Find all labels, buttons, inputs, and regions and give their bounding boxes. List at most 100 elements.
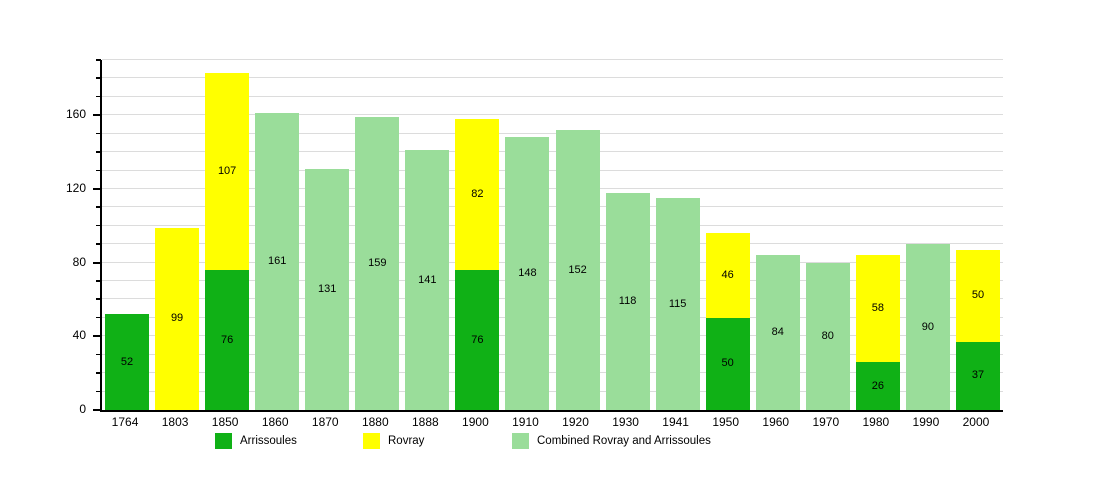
bar-value-label: 115 bbox=[668, 297, 687, 310]
bar: 37 50 bbox=[955, 249, 1000, 410]
bar-value-label: 152 bbox=[568, 263, 587, 276]
bar-value-label: 90 bbox=[921, 320, 935, 333]
bar-value-label: 46 bbox=[721, 269, 734, 282]
bar-value-label: 84 bbox=[771, 326, 784, 339]
bar-value-label: 76 bbox=[221, 333, 234, 346]
bar-group: 99 bbox=[152, 60, 202, 410]
bar-segment-combined-rovray-and-arrissoules: 159 bbox=[355, 117, 400, 410]
gridline bbox=[102, 187, 1003, 189]
bar-segment-combined-rovray-and-arrissoules: 131 bbox=[305, 168, 350, 410]
x-axis-tick-label: 1900 bbox=[462, 415, 489, 429]
bar-segment-rovray: 50 bbox=[955, 249, 1000, 342]
bar-value-label: 50 bbox=[721, 357, 734, 370]
x-axis-tick-label: 1960 bbox=[762, 415, 790, 429]
bar-segment-combined-rovray-and-arrissoules: 152 bbox=[555, 130, 600, 410]
bar-segment-rovray: 82 bbox=[455, 118, 500, 270]
x-axis-tick-label: 1870 bbox=[311, 415, 339, 429]
bar: 50 46 bbox=[705, 233, 750, 410]
y-axis-minor-tick bbox=[96, 206, 101, 208]
bar-segment-arrissoules: 52 bbox=[105, 314, 150, 410]
legend-item-combined-rovray-and-arrissoules: Combined Rovray and Arrissoules bbox=[512, 432, 711, 449]
bar-segment-combined-rovray-and-arrissoules: 141 bbox=[405, 150, 450, 410]
y-axis-minor-tick bbox=[96, 243, 101, 245]
gridline bbox=[102, 151, 1003, 153]
x-axis-tick-label: 1990 bbox=[912, 415, 940, 429]
x-axis-tick-label: 1970 bbox=[812, 415, 840, 429]
bar-segment-rovray: 107 bbox=[205, 72, 250, 270]
bar-value-label: 80 bbox=[821, 329, 834, 342]
y-axis-minor-tick bbox=[96, 298, 101, 300]
x-axis-tick-label: 1941 bbox=[662, 415, 689, 429]
y-axis-minor-tick bbox=[96, 390, 101, 393]
bar: 80 bbox=[805, 262, 850, 410]
bar-group: 26 58 bbox=[853, 60, 903, 410]
x-axis-labels: 1764 1803 1850 1860 1870 1880 1888 1900 1910 1920… bbox=[100, 415, 1001, 430]
x-axis-tick-label: 1888 bbox=[412, 415, 439, 429]
bar-value-label: 58 bbox=[871, 302, 884, 315]
bar-segment-arrissoules: 37 bbox=[955, 341, 1000, 410]
bar-value-label: 26 bbox=[871, 379, 884, 392]
bar: 115 bbox=[655, 198, 700, 410]
bar-group: 37 50 bbox=[953, 60, 1003, 410]
bar-segment-rovray: 46 bbox=[705, 233, 750, 318]
gridline bbox=[102, 353, 1003, 355]
bar-value-label: 37 bbox=[971, 369, 985, 382]
y-axis-minor-tick bbox=[96, 224, 101, 227]
bar: 99 bbox=[155, 227, 200, 410]
bar-group: 152 bbox=[553, 60, 603, 410]
bar-group: 50 46 bbox=[703, 60, 753, 410]
bar: 52 bbox=[105, 314, 150, 410]
bar: 159 bbox=[355, 117, 400, 410]
bar-group: 90 bbox=[903, 60, 953, 410]
bar-segment-combined-rovray-and-arrissoules: 80 bbox=[805, 262, 850, 410]
y-axis-tick bbox=[93, 261, 101, 264]
bar-value-label: 131 bbox=[318, 282, 337, 295]
bar-value-label: 50 bbox=[971, 289, 985, 302]
bar-value-label: 52 bbox=[120, 355, 134, 368]
bar-segment-combined-rovray-and-arrissoules: 148 bbox=[505, 137, 550, 410]
legend: Arrissoules Rovray Combined Rovray and Arr… bbox=[0, 432, 1100, 450]
bar-segment-combined-rovray-and-arrissoules: 90 bbox=[905, 244, 950, 410]
x-axis-tick-label: 1880 bbox=[361, 415, 389, 429]
y-axis-minor-tick bbox=[96, 132, 101, 135]
y-axis-tick-label: 40 bbox=[72, 328, 86, 343]
gridline bbox=[102, 206, 1003, 208]
x-axis-tick-label: 1860 bbox=[261, 415, 289, 429]
bar: 131 bbox=[305, 168, 350, 410]
legend-label: Arrissoules bbox=[240, 434, 297, 447]
bar: 76 107 bbox=[205, 72, 250, 410]
bar-segment-rovray: 58 bbox=[855, 255, 900, 363]
x-axis-tick-label: 1803 bbox=[161, 415, 189, 429]
bar: 26 58 bbox=[855, 255, 900, 410]
y-axis-tick-label: 80 bbox=[72, 254, 86, 269]
y-axis-minor-tick bbox=[96, 59, 101, 61]
x-axis-tick-label: 1910 bbox=[512, 415, 539, 429]
y-axis-tick bbox=[93, 335, 101, 338]
bar: 84 bbox=[755, 255, 800, 410]
bar-value-label: 159 bbox=[368, 257, 387, 270]
x-axis-tick-label: 1980 bbox=[862, 415, 890, 429]
legend-item-rovray: Rovray bbox=[363, 432, 424, 449]
gridline bbox=[102, 132, 1003, 134]
gridline bbox=[102, 280, 1003, 282]
bar-group: 115 bbox=[653, 60, 703, 410]
bar-value-label: 161 bbox=[267, 255, 287, 268]
bar-value-label: 76 bbox=[471, 333, 484, 346]
bar-value-label: 82 bbox=[471, 187, 484, 200]
bar-segment-combined-rovray-and-arrissoules: 118 bbox=[605, 192, 650, 410]
gridline bbox=[102, 372, 1003, 374]
gridline bbox=[102, 316, 1003, 318]
bar-segment-arrissoules: 76 bbox=[205, 270, 250, 410]
bar: 152 bbox=[555, 130, 600, 410]
y-axis-tick bbox=[93, 409, 101, 411]
gridline bbox=[102, 169, 1003, 171]
y-axis-minor-tick bbox=[96, 95, 101, 98]
y-axis-minor-tick bbox=[96, 151, 101, 153]
bar-value-label: 99 bbox=[170, 312, 184, 325]
y-axis-minor-tick bbox=[96, 316, 101, 319]
gridline bbox=[102, 224, 1003, 226]
bar: 76 82 bbox=[455, 118, 500, 410]
arrissoules-swatch-icon bbox=[215, 432, 232, 449]
bar: 161 bbox=[255, 113, 300, 410]
bar: 148 bbox=[505, 137, 550, 410]
